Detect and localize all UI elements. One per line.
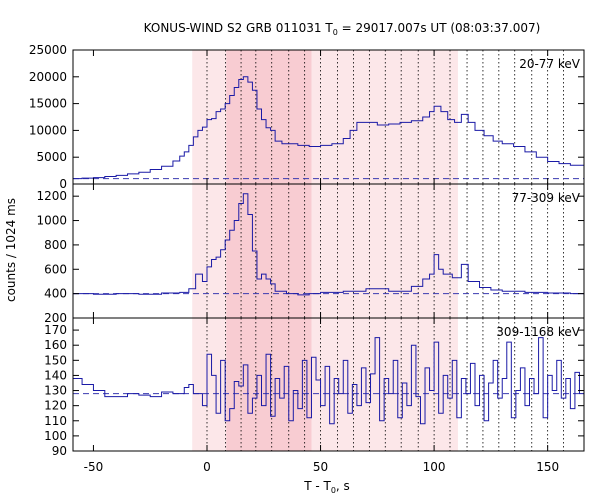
y-tick-label: 170 xyxy=(44,323,67,337)
chart-title-rest: = 29017.007s UT (08:03:37.007) xyxy=(338,21,541,35)
y-tick-label: 0 xyxy=(59,177,67,191)
chart-title-main: KONUS-WIND S2 GRB 011031 T xyxy=(144,21,334,35)
panel-frame xyxy=(72,317,585,452)
y-tick-label: 100 xyxy=(44,429,67,443)
y-tick-label: 1200 xyxy=(36,189,67,203)
series-line-1 xyxy=(73,193,585,296)
y-tick-label: 800 xyxy=(44,238,67,252)
panel-label: 309-1168 keV xyxy=(496,325,580,339)
y-tick-label: 140 xyxy=(44,368,67,382)
y-tick-label: 15000 xyxy=(29,97,67,111)
x-tick-label: 150 xyxy=(536,460,559,474)
shaded-interval-2 xyxy=(226,184,312,318)
panel-label: 20-77 keV xyxy=(519,57,581,71)
x-tick-label: -50 xyxy=(84,460,104,474)
y-tick-label: 400 xyxy=(44,287,67,301)
x-axis-label-subscript: 0 xyxy=(331,486,336,495)
x-axis-label-rest: , s xyxy=(336,479,350,493)
series-line-1 xyxy=(73,337,585,425)
chart-title: KONUS-WIND S2 GRB 011031 T0 = 29017.007s… xyxy=(144,21,541,37)
y-axis-label: counts / 1024 ms xyxy=(4,198,18,302)
x-axis-label: T - T0, s xyxy=(303,479,350,495)
y-tick-label: 160 xyxy=(44,338,67,352)
series-line-1 xyxy=(73,76,585,180)
y-tick-label: 90 xyxy=(52,444,67,458)
panel-2: 200 400 600 800 1000 1200 77-309 keV xyxy=(36,183,585,325)
x-tick-label: 0 xyxy=(203,460,211,474)
y-tick-label: 5000 xyxy=(36,150,67,164)
chart-title-subscript: 0 xyxy=(333,28,338,37)
x-axis-label-main: T - T xyxy=(303,479,331,493)
y-tick-label: 10000 xyxy=(29,123,67,137)
y-tick-label: 20000 xyxy=(29,70,67,84)
y-tick-label: 150 xyxy=(44,353,67,367)
x-tick-label: 50 xyxy=(313,460,328,474)
shaded-interval-2 xyxy=(226,318,312,451)
y-tick-label: 25000 xyxy=(29,43,67,57)
y-tick-label: 130 xyxy=(44,384,67,398)
y-tick-label: 110 xyxy=(44,414,67,428)
y-tick-label: 120 xyxy=(44,399,67,413)
panel-label: 77-309 keV xyxy=(512,191,581,205)
shaded-interval-2 xyxy=(226,50,312,184)
y-tick-label: 600 xyxy=(44,262,67,276)
x-tick-label: 100 xyxy=(423,460,446,474)
y-tick-label: 200 xyxy=(44,311,67,325)
panel-1: 0 5000 10000 15000 20000 25000 20-77 keV xyxy=(29,43,585,191)
y-tick-label: 1000 xyxy=(36,214,67,228)
